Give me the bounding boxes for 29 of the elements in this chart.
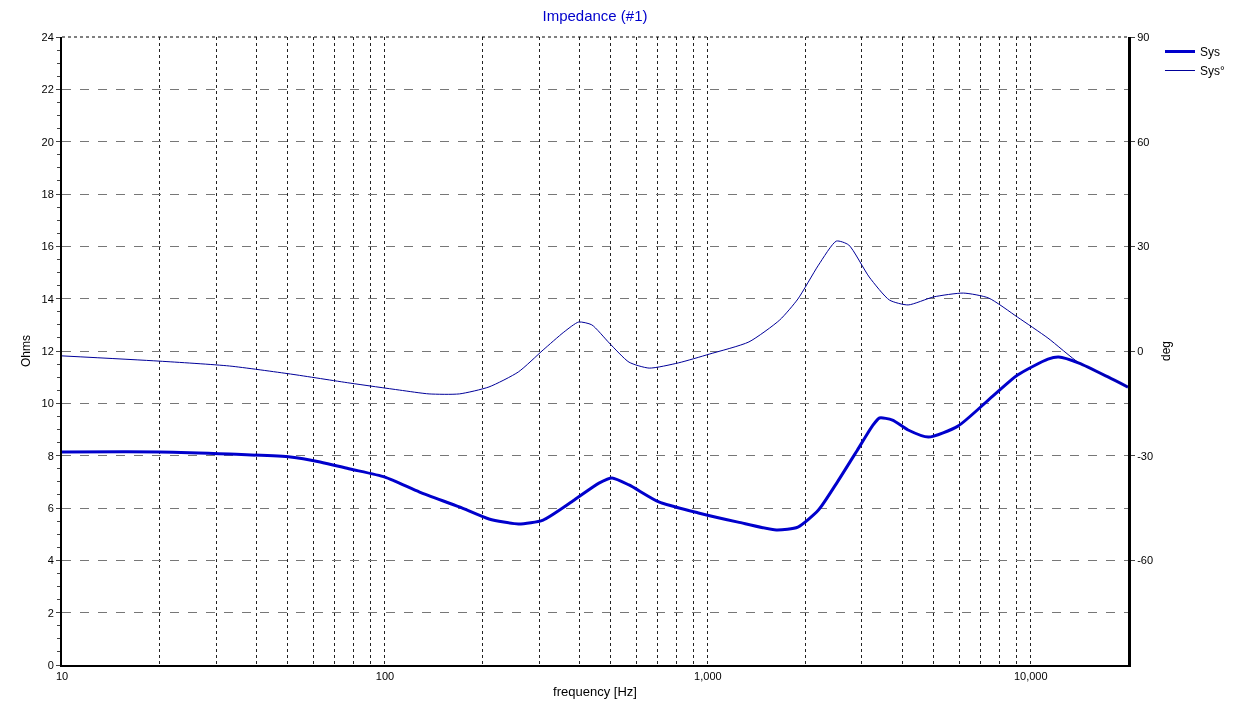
chart-title: Impedance (#1) — [542, 7, 648, 25]
y-tick-label: 6 — [47, 501, 54, 514]
y-tick-label: 16 — [41, 240, 54, 253]
y-tick-label: 8 — [47, 449, 54, 462]
y-tick-label: 24 — [41, 30, 54, 43]
y2-tick-label: 30 — [1137, 240, 1150, 253]
x-tick-label: 10 — [55, 670, 69, 683]
y2-axis-title: deg — [1159, 340, 1174, 362]
y-tick-label: 2 — [47, 606, 54, 619]
y-tick-label: 4 — [47, 554, 54, 567]
y-axis-title: Ohms — [19, 334, 34, 368]
y2-tick-label: -30 — [1137, 449, 1154, 462]
x-tick-label: 1,000 — [694, 670, 722, 683]
y2-tick-label: 0 — [1137, 344, 1144, 357]
x-tick-label: 100 — [375, 670, 395, 683]
y2-tick-label: 60 — [1137, 135, 1150, 148]
y-tick-label: 22 — [41, 83, 54, 96]
y-tick-label: 10 — [41, 397, 54, 410]
x-tick-label: 10,000 — [1013, 670, 1048, 683]
legend-label: Sys° — [1199, 64, 1225, 79]
y-tick-label: 14 — [41, 292, 54, 305]
x-axis-title: frequency [Hz] — [553, 684, 637, 700]
y2-tick-label: -60 — [1137, 554, 1154, 567]
y-tick-label: 18 — [41, 187, 54, 200]
legend-label: Sys — [1199, 45, 1220, 60]
y2-tick-label: 90 — [1137, 30, 1150, 43]
y-tick-label: 0 — [47, 658, 54, 671]
y-tick-label: 12 — [41, 344, 54, 357]
y-tick-label: 20 — [41, 135, 54, 148]
